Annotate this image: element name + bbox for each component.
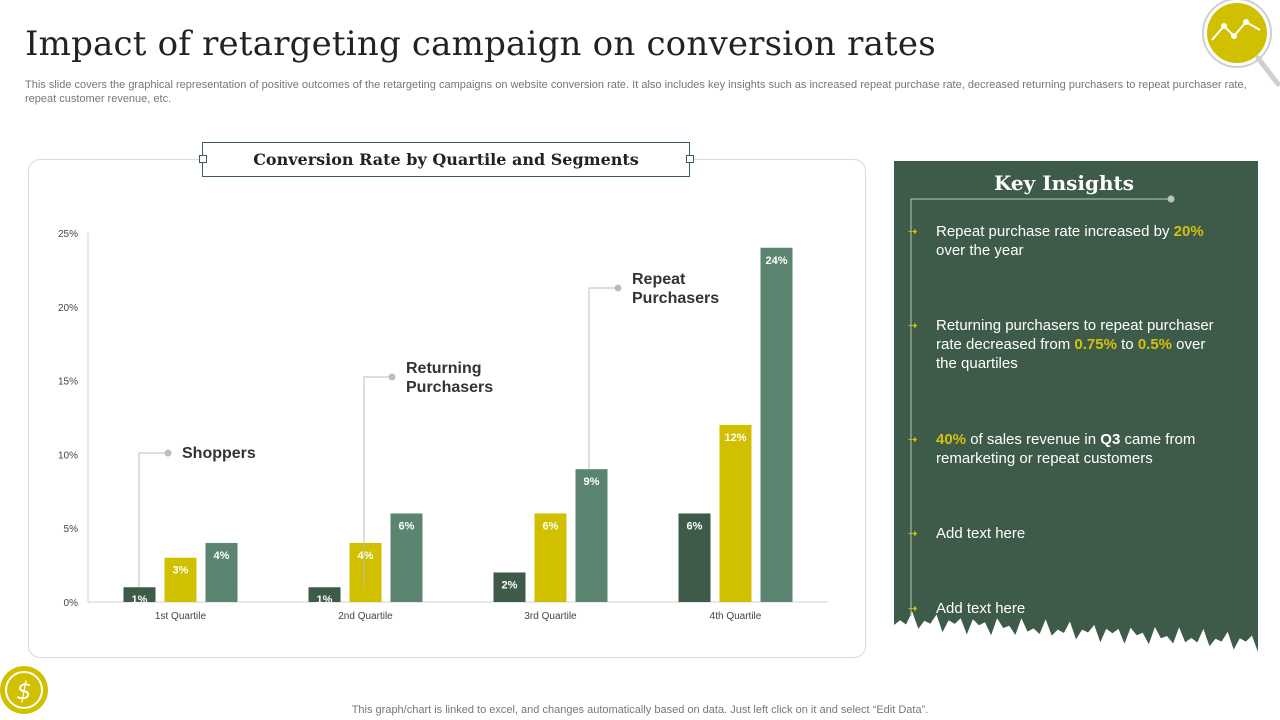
data-label: 12% <box>724 432 746 444</box>
bar[interactable] <box>349 542 382 602</box>
insight-item-4[interactable]: Add text here <box>936 525 1026 542</box>
callout-leader-line <box>363 376 392 588</box>
callout-dot <box>164 449 172 457</box>
series-callout-label: Repeat Purchasers <box>632 271 719 307</box>
chart-title: Conversion Rate by Quartile and Segments <box>202 142 690 177</box>
y-tick-label: 0% <box>64 598 79 609</box>
x-tick-label: 2nd Quartile <box>338 611 393 622</box>
page-title: Impact of retargeting campaign on conver… <box>25 24 936 64</box>
bullet-arrow-icon: ➝ <box>908 434 918 446</box>
insight-item-3: 40% of sales revenue in Q3 came from rem… <box>936 431 1196 467</box>
title-left-handle <box>199 155 207 163</box>
x-tick-label: 4th Quartile <box>710 611 762 622</box>
series-callout-label: Returning Purchasers <box>406 360 493 396</box>
insight-item-2: Returning purchasers to repeat purchaser… <box>936 317 1214 372</box>
y-tick-label: 25% <box>58 229 78 240</box>
y-tick-label: 20% <box>58 303 78 314</box>
callout-leader-line <box>588 287 618 470</box>
insight-item-1: Repeat purchase rate increased by 20% ov… <box>936 223 1204 259</box>
x-tick-label: 3rd Quartile <box>524 611 577 622</box>
bar[interactable] <box>678 513 711 602</box>
bullet-arrow-icon: ➝ <box>908 603 918 615</box>
bar[interactable] <box>123 587 156 602</box>
data-label: 1% <box>132 594 148 606</box>
data-label: 3% <box>173 565 189 577</box>
bar[interactable] <box>719 424 752 602</box>
page-subtitle: This slide covers the graphical represen… <box>25 79 1247 105</box>
bar[interactable] <box>534 513 567 602</box>
bar[interactable] <box>308 587 341 602</box>
bar[interactable] <box>164 557 197 602</box>
x-tick-label: 1st Quartile <box>155 611 207 622</box>
bullet-arrow-icon: ➝ <box>908 226 918 238</box>
analytics-magnifier-icon <box>1202 0 1280 87</box>
data-label: 9% <box>584 476 600 488</box>
svg-text:$: $ <box>16 677 31 705</box>
data-label: 4% <box>358 550 374 562</box>
bar[interactable] <box>205 542 238 602</box>
y-tick-label: 15% <box>58 377 78 388</box>
y-tick-label: 5% <box>64 524 79 535</box>
data-label: 2% <box>502 579 518 591</box>
bar[interactable] <box>493 572 526 602</box>
key-insights-title: Key Insights <box>993 171 1135 195</box>
title-right-handle <box>686 155 694 163</box>
data-label: 1% <box>317 594 333 606</box>
bar[interactable] <box>760 247 793 602</box>
data-label: 4% <box>214 550 230 562</box>
callout-dot <box>614 284 622 292</box>
y-tick-label: 10% <box>58 450 78 461</box>
data-label: 6% <box>399 520 415 532</box>
bar[interactable] <box>390 513 423 602</box>
bullet-arrow-icon: ➝ <box>908 320 918 332</box>
series-callout-label: Shoppers <box>182 445 256 462</box>
panel-background <box>894 161 1258 659</box>
footer-note: This graph/chart is linked to excel, and… <box>351 704 929 716</box>
data-label: 24% <box>765 255 787 267</box>
callout-dot <box>388 373 396 381</box>
bar-chart[interactable]: 0% 5% 10% 15% 20% 25% 1st Quartile 1% 3% 4% 2nd Qu… <box>0 0 870 660</box>
bar[interactable] <box>575 469 608 602</box>
key-insights-panel: Key Insights ➝ Repeat purchase rate incr… <box>894 161 1258 659</box>
dollar-coin-icon: $ <box>0 666 48 714</box>
data-label: 6% <box>543 520 559 532</box>
insight-item-5[interactable]: Add text here <box>936 600 1026 617</box>
data-label: 6% <box>687 520 703 532</box>
bullet-arrow-icon: ➝ <box>908 528 918 540</box>
callout-leader-line <box>138 452 168 588</box>
